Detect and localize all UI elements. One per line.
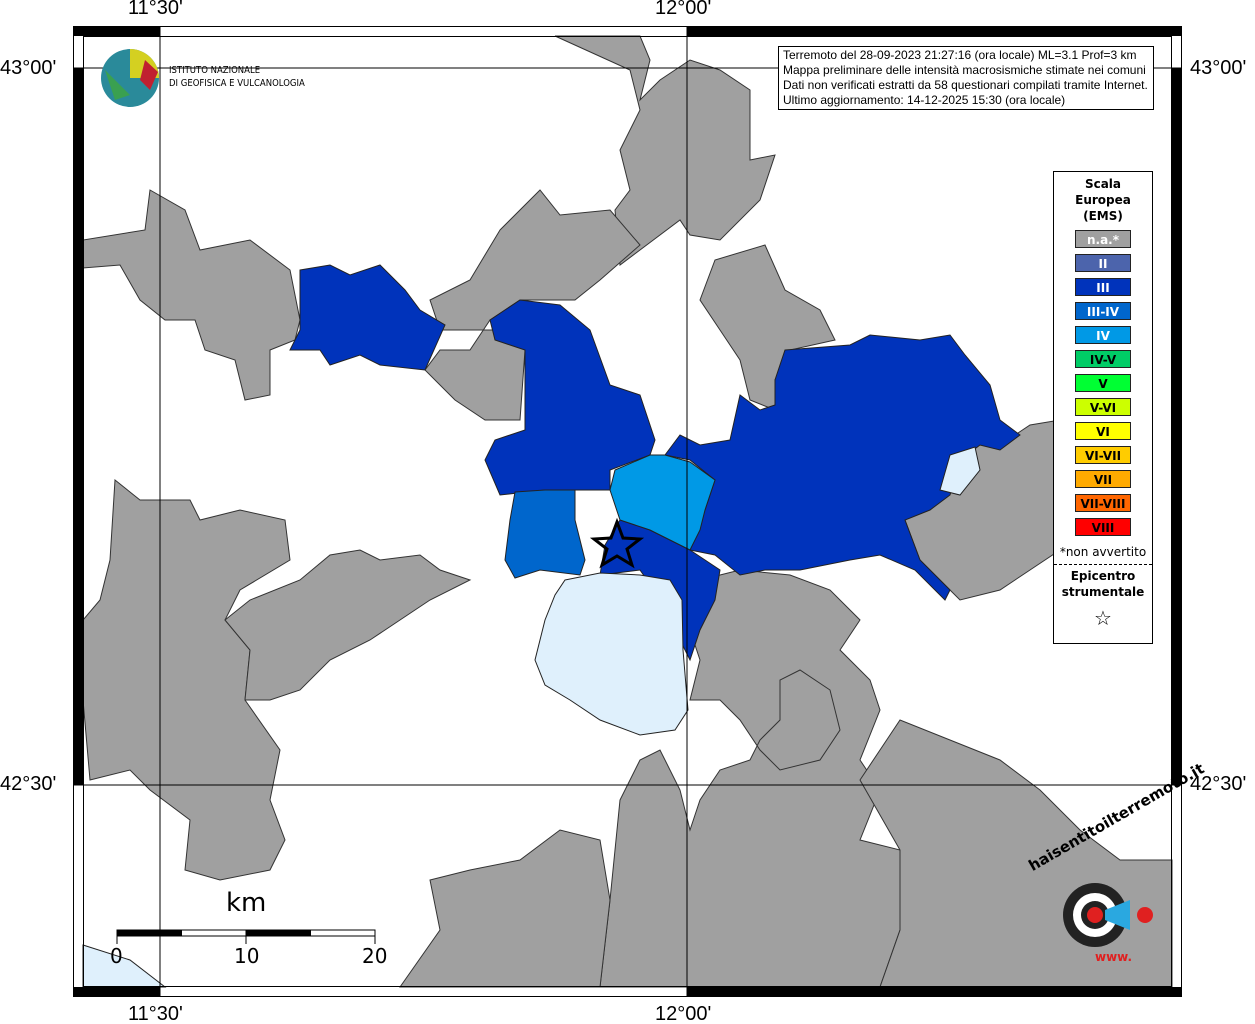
hsit-prefix: www.	[1095, 950, 1133, 964]
lake	[939, 446, 981, 496]
ingv-globe-icon	[101, 49, 159, 107]
scale-label: 10	[234, 944, 260, 968]
lon-label-top: 12°00'	[655, 0, 712, 19]
municipality-na	[82, 189, 301, 401]
legend-title: Scala Europea (EMS)	[1054, 176, 1152, 224]
info-line: Mappa preliminare delle intensità macros…	[783, 63, 1146, 77]
epicenter-legend: Epicentro strumentale	[1054, 564, 1152, 600]
ingv-logo-text: ISTITUTO NAZIONALE DI GEOFISICA E VULCAN…	[169, 64, 305, 90]
lat-label-right: 42°30'	[1190, 773, 1247, 795]
municipality-iv	[609, 454, 716, 551]
legend-swatch: VII-VIII	[1075, 494, 1131, 512]
lon-label-bottom: 11°30'	[128, 1003, 183, 1024]
legend-swatch: V	[1075, 374, 1131, 392]
ingv-line2: DI GEOFISICA E VULCANOLOGIA	[169, 78, 305, 89]
legend-title-line: (EMS)	[1083, 209, 1123, 223]
ingv-line1: ISTITUTO NAZIONALE	[169, 65, 261, 76]
legend-note: *non avvertito	[1059, 545, 1147, 559]
legend-title-line: Europea	[1075, 193, 1131, 207]
info-line: Terremoto del 28-09-2023 21:27:16 (ora l…	[783, 48, 1137, 62]
municipality-na	[399, 829, 611, 988]
event-info-box: Terremoto del 28-09-2023 21:27:16 (ora l…	[778, 46, 1154, 110]
legend-swatch: V-VI	[1075, 398, 1131, 416]
epicenter-label: Epicentro	[1070, 569, 1136, 583]
municipality-na	[599, 569, 901, 988]
star-outline-icon: ☆	[1094, 606, 1112, 630]
epicenter-star-icon	[589, 517, 645, 569]
legend-swatch: VII	[1075, 470, 1131, 488]
legend-swatch: VI-VII	[1075, 446, 1131, 464]
lat-label-right: 43°00'	[1190, 57, 1247, 79]
municipality-na	[554, 35, 776, 266]
legend-swatch: IV-V	[1075, 350, 1131, 368]
epicenter-label: strumentale	[1061, 585, 1145, 599]
municipality-iii	[289, 264, 446, 371]
scale-unit: km	[226, 888, 267, 918]
municipality-na	[424, 189, 641, 421]
intensity-zones	[82, 264, 1021, 988]
lake	[534, 572, 689, 736]
municipality-na	[224, 549, 472, 701]
ems-legend: Scala Europea (EMS) n.a.* II III III-IV IV IV…	[1053, 171, 1153, 644]
municipality-na	[82, 479, 291, 881]
lat-label-left: 43°00'	[0, 57, 57, 79]
info-line: Dati non verificati estratti da 58 quest…	[783, 78, 1148, 92]
legend-swatch: III-IV	[1075, 302, 1131, 320]
scale-label: 20	[362, 944, 388, 968]
legend-title-line: Scala	[1084, 177, 1122, 191]
lon-label-top: 11°30'	[128, 0, 183, 19]
map-frame	[73, 26, 1182, 997]
lat-label-left: 42°30'	[0, 773, 57, 795]
legend-swatch: n.a.*	[1075, 230, 1131, 248]
scale-label: 0	[110, 944, 123, 968]
legend-swatch: III	[1075, 278, 1131, 296]
lon-label-bottom: 12°00'	[655, 1003, 712, 1024]
municipalities	[82, 35, 1173, 988]
legend-swatch: VI	[1075, 422, 1131, 440]
scale-bar	[116, 929, 376, 944]
legend-swatch: IV	[1075, 326, 1131, 344]
info-line: Ultimo aggiornamento: 14-12-2025 15:30 (…	[783, 93, 1066, 107]
municipality-iii	[664, 334, 1021, 601]
hsit-logo	[1063, 883, 1153, 947]
municipality-iii-iv	[504, 489, 586, 579]
legend-swatch: VIII	[1075, 518, 1131, 536]
legend-swatch: II	[1075, 254, 1131, 272]
